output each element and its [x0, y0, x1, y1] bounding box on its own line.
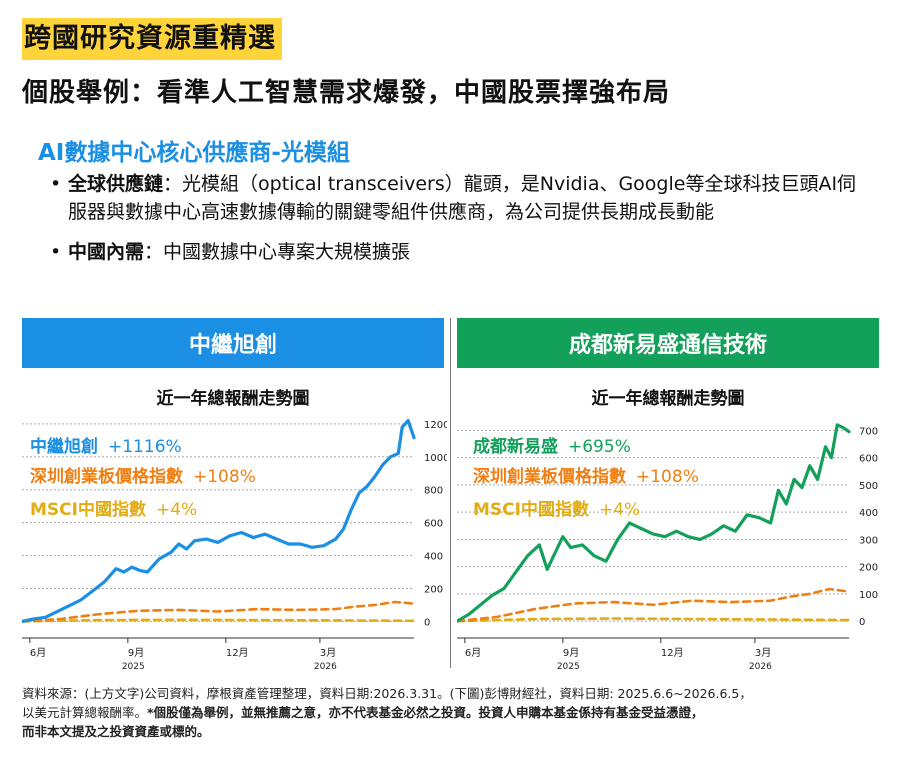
footer-line-1: 資料來源：(上方文字)公司資料，摩根資產管理整理，資料日期:2026.3.31。… [22, 686, 752, 701]
y-tick-label: 0 [424, 617, 430, 628]
footer-plain: 以美元計算總報酬率。 [22, 705, 148, 720]
bullet-dot-icon: • [50, 173, 62, 195]
x-tick-label: 9月 [563, 647, 579, 659]
y-tick-label: 400 [859, 508, 878, 519]
y-tick-label: 500 [859, 481, 878, 492]
y-tick-label: 0 [859, 617, 865, 628]
footer-disclaimer: *個股僅為舉例，並無推薦之意，亦不代表基金必然之投資。投資人申購本基金係持有基金… [147, 705, 704, 720]
footer-source-note: 資料來源：(上方文字)公司資料，摩根資產管理整理，資料日期:2026.3.31。… [22, 684, 882, 741]
series-line-msci-china [457, 617, 851, 623]
x-year-label: 2025 [557, 662, 580, 670]
x-year-label: 2025 [122, 662, 145, 670]
footer-line-2: 以美元計算總報酬率。*個股僅為舉例，並無推薦之意，亦不代表基金必然之投資。投資人… [22, 703, 882, 722]
bullet-text: ：光模組（optical transceivers）龍頭，是Nvidia、Goo… [68, 173, 857, 223]
y-tick-label: 1000 [424, 453, 447, 464]
y-tick-label: 1200 [424, 420, 447, 431]
x-tick-label: 3月 [755, 647, 771, 659]
y-tick-label: 300 [859, 535, 878, 546]
page-title: 跨國研究資源重精選 [22, 18, 282, 60]
x-tick-label: 6月 [30, 647, 46, 659]
series-line-stock [457, 423, 851, 623]
chart-zhongji: 0 200 400 600 800 1000 1200 6月 9月 12月 3月 2025 2026 [22, 419, 447, 670]
legend-series-value: +1116% [108, 437, 182, 457]
x-tick-label: 3月 [320, 647, 336, 659]
legend-entry: MSCI中國指數 +4% [473, 495, 640, 520]
bullet-global-supply-chain: • 全球供應鏈：光模組（optical transceivers）龍頭，是Nvi… [50, 170, 870, 226]
legend-series-name: 成都新易盛 [473, 437, 558, 457]
legend-series-value: +108% [636, 467, 699, 487]
bullet-dot-icon: • [50, 241, 62, 263]
panel-header-eoptolink: 成都新易盛通信技術 [457, 318, 879, 368]
legend-entry: 成都新易盛 +695% [473, 432, 631, 457]
panel-header-zhongji: 中繼旭創 [22, 318, 444, 368]
y-tick-label: 600 [859, 454, 878, 465]
bullet-label: 全球供應鏈 [68, 173, 164, 195]
footer-disclaimer-end: 而非本文提及之投資資產或標的。 [22, 724, 210, 739]
x-year-label: 2026 [749, 662, 772, 670]
legend-entry: 中繼旭創 +1116% [30, 432, 182, 457]
bullet-china-domestic-demand: • 中國內需：中國數據中心專案大規模擴張 [50, 238, 870, 266]
x-tick-label: 12月 [661, 647, 684, 659]
y-tick-label: 200 [859, 563, 878, 574]
legend-entry: MSCI中國指數 +4% [30, 495, 197, 520]
series-line-chinext [22, 600, 416, 623]
bullet-label: 中國內需 [68, 241, 145, 263]
y-tick-label: 600 [424, 519, 443, 530]
series-line-msci-china [22, 618, 416, 623]
x-tick-label: 6月 [465, 647, 481, 659]
x-year-label: 2026 [314, 662, 337, 670]
x-tick-label: 9月 [128, 647, 144, 659]
series-line-stock [22, 419, 416, 623]
bullet-text: ：中國數據中心專案大規模擴張 [144, 241, 411, 263]
legend-series-value: +4% [598, 500, 641, 520]
legend-series-value: +4% [155, 500, 198, 520]
legend-series-name: MSCI中國指數 [473, 500, 589, 520]
chart-title-left: 近一年總報酬走勢圖 [156, 389, 310, 409]
bullet-list: • 全球供應鏈：光模組（optical transceivers）龍頭，是Nvi… [50, 170, 870, 266]
legend-entry: 深圳創業板價格指數 +108% [473, 462, 699, 487]
page-subtitle: 個股舉例：看準人工智慧需求爆發，中國股票擇強布局 [22, 78, 671, 108]
chart-eoptolink: 0 100 200 300 400 500 600 700 6月 9月 12月 3月 2025 2026 [457, 423, 878, 670]
chart-title-right: 近一年總報酬走勢圖 [591, 389, 745, 409]
legend-series-name: MSCI中國指數 [30, 500, 146, 520]
panel-divider [450, 318, 451, 668]
y-tick-label: 700 [859, 426, 878, 437]
legend-series-name: 深圳創業板價格指數 [473, 467, 626, 487]
x-tick-label: 12月 [226, 647, 249, 659]
y-tick-label: 100 [859, 590, 878, 601]
series-line-chinext [457, 587, 851, 623]
y-tick-label: 800 [424, 486, 443, 497]
section-heading: AI數據中心核心供應商-光模組 [38, 140, 350, 166]
y-tick-label: 200 [424, 584, 443, 595]
legend-series-name: 深圳創業板價格指數 [30, 467, 183, 487]
footer-line-3: 而非本文提及之投資資產或標的。 [22, 722, 882, 741]
legend-entry: 深圳創業板價格指數 +108% [30, 462, 256, 487]
legend-series-value: +108% [193, 467, 256, 487]
legend-series-value: +695% [568, 437, 631, 457]
y-tick-label: 400 [424, 552, 443, 563]
legend-series-name: 中繼旭創 [30, 437, 98, 457]
